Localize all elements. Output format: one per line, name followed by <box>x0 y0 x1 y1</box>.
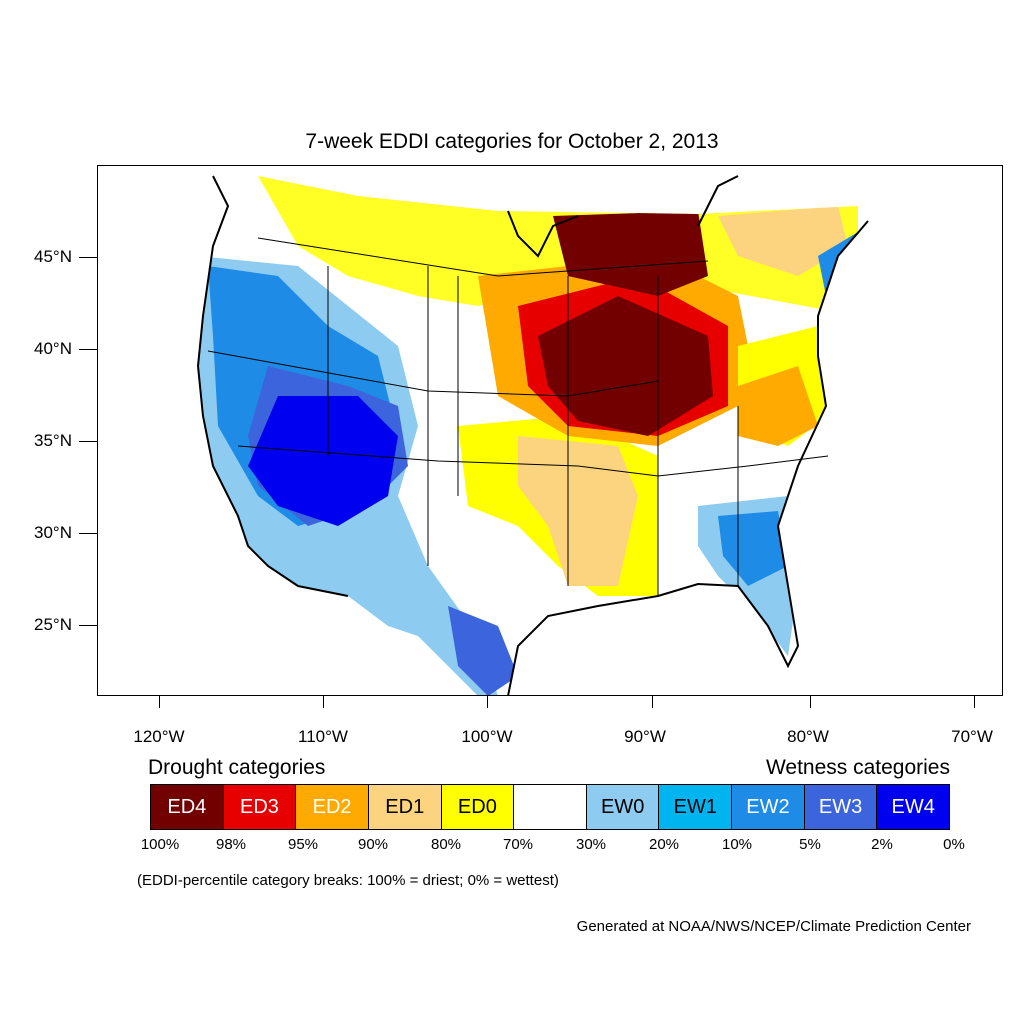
lat-tick <box>79 533 97 534</box>
category-note: (EDDI-percentile category breaks: 100% =… <box>137 872 559 889</box>
legend-box-ed3: ED3 <box>223 785 297 829</box>
eddi-fill <box>198 176 868 695</box>
legend-box-ew1: EW1 <box>659 785 733 829</box>
percentile-label: 100% <box>140 836 180 853</box>
legend-box-ed1: ED1 <box>368 785 442 829</box>
coastlines <box>196 175 869 695</box>
legend-colorbar: ED4 ED3 ED2 ED1 ED0 EW0 EW1 EW2 EW3 EW4 <box>150 784 950 830</box>
lon-label: 110°W <box>298 727 348 746</box>
legend-box-ew4: EW4 <box>877 785 950 829</box>
percentile-label: 80% <box>430 836 462 853</box>
credit-line: Generated at NOAA/NWS/NCEP/Climate Predi… <box>576 918 971 935</box>
drought-heading: Drought categories <box>148 756 326 779</box>
lon-label: 100°W <box>461 727 513 746</box>
lon-label: 120°W <box>133 727 185 746</box>
lat-label: 25°N <box>34 615 72 634</box>
percentile-label: 95% <box>287 836 319 853</box>
percentile-label: 5% <box>799 836 821 853</box>
wetness-heading: Wetness categories <box>765 756 950 779</box>
legend-box-normal <box>514 785 587 829</box>
percentile-label: 70% <box>502 836 534 853</box>
legend-box-ed0: ED0 <box>441 785 515 829</box>
percentile-label: 90% <box>357 836 389 853</box>
lon-label: 80°W <box>787 727 829 746</box>
map-title: 7-week EDDI categories for October 2, 20… <box>305 130 719 153</box>
lat-label: 45°N <box>34 247 72 266</box>
lon-tick <box>159 696 160 708</box>
lat-tick <box>79 257 97 258</box>
state-boundaries <box>207 237 829 596</box>
percentile-label: 2% <box>871 836 893 853</box>
legend-box-ew2: EW2 <box>732 785 805 829</box>
lat-tick <box>79 441 97 442</box>
legend-box-ew3: EW3 <box>804 785 878 829</box>
percentile-label: 30% <box>575 836 607 853</box>
eddi-map <box>97 165 1003 696</box>
legend-box-ed2: ED2 <box>296 785 369 829</box>
percentile-label: 10% <box>721 836 753 853</box>
lat-label: 35°N <box>34 431 72 450</box>
lat-tick <box>79 349 97 350</box>
percentile-label: 0% <box>943 836 965 853</box>
lat-tick <box>79 625 97 626</box>
lon-tick <box>487 696 488 708</box>
lon-tick <box>652 696 653 708</box>
lon-label: 90°W <box>624 727 666 746</box>
lat-label: 40°N <box>34 339 72 358</box>
percentile-label: 20% <box>648 836 680 853</box>
lat-label: 30°N <box>34 523 72 542</box>
lon-tick <box>323 696 324 708</box>
map-canvas <box>196 175 869 695</box>
lon-tick <box>810 696 811 708</box>
lon-label: 70°W <box>951 727 993 746</box>
legend-box-ew0: EW0 <box>586 785 660 829</box>
lon-tick <box>974 696 975 708</box>
legend-box-ed4: ED4 <box>151 785 224 829</box>
percentile-label: 98% <box>215 836 247 853</box>
